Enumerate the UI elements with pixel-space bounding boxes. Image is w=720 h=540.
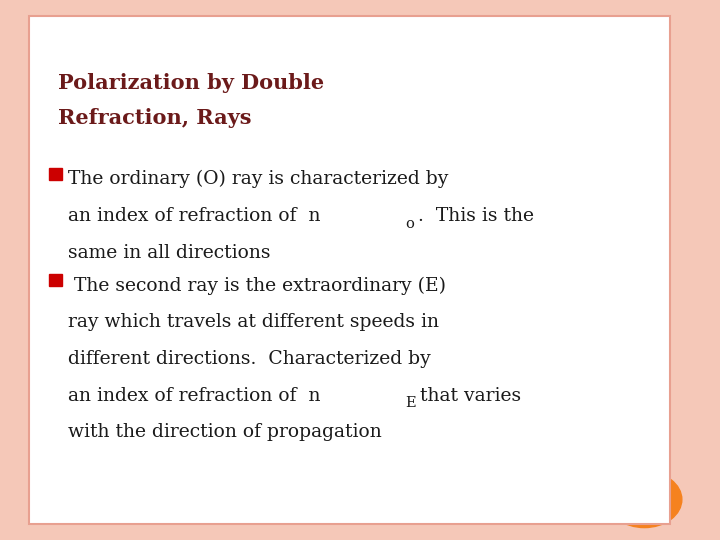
Text: an index of refraction of  n: an index of refraction of n [68, 207, 321, 225]
Text: that varies: that varies [420, 387, 521, 405]
Text: .  This is the: . This is the [418, 207, 534, 225]
Text: The ordinary (O) ray is characterized by: The ordinary (O) ray is characterized by [68, 170, 449, 188]
Text: with the direction of propagation: with the direction of propagation [68, 423, 382, 442]
Text: an index of refraction of  n: an index of refraction of n [68, 387, 321, 405]
Text: The second ray is the extraordinary (E): The second ray is the extraordinary (E) [68, 276, 446, 295]
Text: different directions.  Characterized by: different directions. Characterized by [68, 350, 431, 368]
Text: Polarization by Double: Polarization by Double [58, 73, 324, 93]
Text: E: E [405, 396, 416, 410]
Text: same in all directions: same in all directions [68, 244, 271, 261]
Circle shape [607, 471, 682, 528]
Text: ray which travels at different speeds in: ray which travels at different speeds in [68, 313, 439, 332]
Text: Refraction, Rays: Refraction, Rays [58, 108, 251, 128]
Text: o: o [405, 217, 414, 231]
